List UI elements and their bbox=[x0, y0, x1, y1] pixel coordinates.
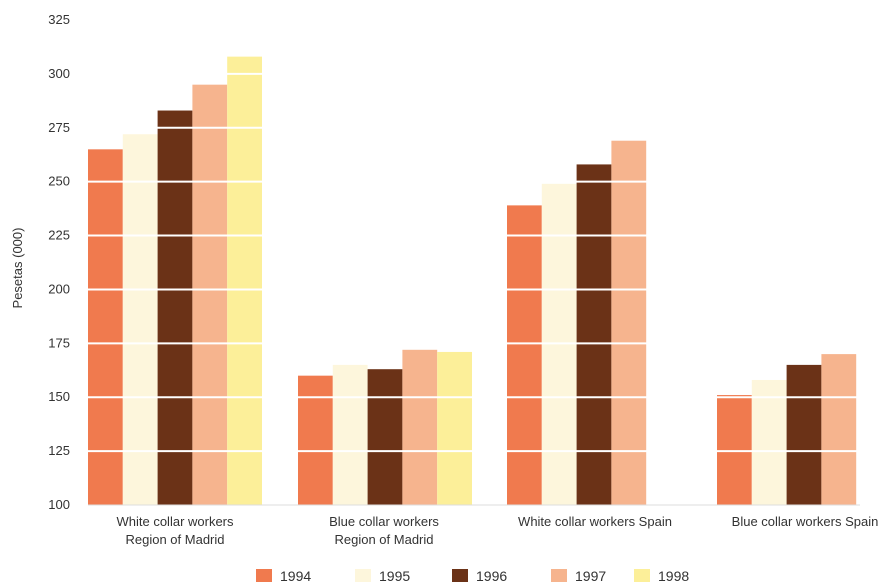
legend: 1994 1995 1996 1997 1998 bbox=[256, 568, 689, 584]
bar-1995-group-4 bbox=[751, 379, 787, 505]
bar-1994-group-1 bbox=[88, 149, 123, 506]
x-axis-category-labels: White collar workers Region of Madrid Blue… bbox=[116, 514, 878, 547]
bar-1996-group-4 bbox=[786, 364, 822, 505]
y-tick-label: 150 bbox=[48, 389, 70, 404]
bar-1998-group-2 bbox=[437, 351, 472, 505]
legend-label-1998: 1998 bbox=[658, 568, 689, 584]
bar-1995-group-3 bbox=[541, 183, 577, 506]
y-axis-ticks: 100 125 150 175 200 225 250 275 300 325 bbox=[48, 12, 70, 512]
legend-label-1994: 1994 bbox=[280, 568, 311, 584]
y-tick-label: 200 bbox=[48, 281, 70, 296]
y-tick-label: 125 bbox=[48, 443, 70, 458]
bar-1997-group-1 bbox=[192, 84, 228, 506]
y-tick-label: 325 bbox=[48, 12, 70, 27]
bar-1994-group-3 bbox=[507, 205, 542, 505]
bar-1997-group-4 bbox=[821, 354, 857, 505]
bar-1995-group-2 bbox=[332, 364, 368, 505]
bar-1997-group-3 bbox=[611, 140, 647, 505]
legend-swatch-1994 bbox=[256, 569, 272, 582]
y-tick-label: 275 bbox=[48, 120, 70, 135]
bar-1997-group-2 bbox=[402, 349, 438, 505]
category-label: Region of Madrid bbox=[335, 532, 434, 547]
legend-swatch-1995 bbox=[355, 569, 371, 582]
legend-swatch-1996 bbox=[452, 569, 468, 582]
legend-label-1995: 1995 bbox=[379, 568, 410, 584]
y-tick-label: 100 bbox=[48, 497, 70, 512]
y-tick-label: 225 bbox=[48, 228, 70, 243]
y-tick-label: 175 bbox=[48, 335, 70, 350]
legend-swatch-1997 bbox=[551, 569, 567, 582]
bar-1994-group-2 bbox=[298, 375, 333, 505]
legend-label-1997: 1997 bbox=[575, 568, 606, 584]
legend-label-1996: 1996 bbox=[476, 568, 507, 584]
bars bbox=[88, 56, 857, 506]
y-axis-label: Pesetas (000) bbox=[10, 228, 25, 309]
category-label: Blue collar workers bbox=[329, 514, 439, 529]
legend-swatch-1998 bbox=[634, 569, 650, 582]
bar-1996-group-1 bbox=[157, 110, 193, 506]
bar-1994-group-4 bbox=[717, 395, 752, 505]
bar-1996-group-2 bbox=[367, 369, 403, 505]
bar-1996-group-3 bbox=[576, 164, 612, 505]
category-label: Blue collar workers Spain bbox=[732, 514, 879, 529]
bar-1995-group-1 bbox=[122, 134, 158, 505]
category-label: White collar workers Spain bbox=[518, 514, 672, 529]
category-label: White collar workers bbox=[116, 514, 234, 529]
gridlines bbox=[88, 19, 860, 506]
y-tick-label: 250 bbox=[48, 174, 70, 189]
y-tick-label: 300 bbox=[48, 66, 70, 81]
category-label: Region of Madrid bbox=[126, 532, 225, 547]
bar-1998-group-1 bbox=[227, 56, 262, 506]
